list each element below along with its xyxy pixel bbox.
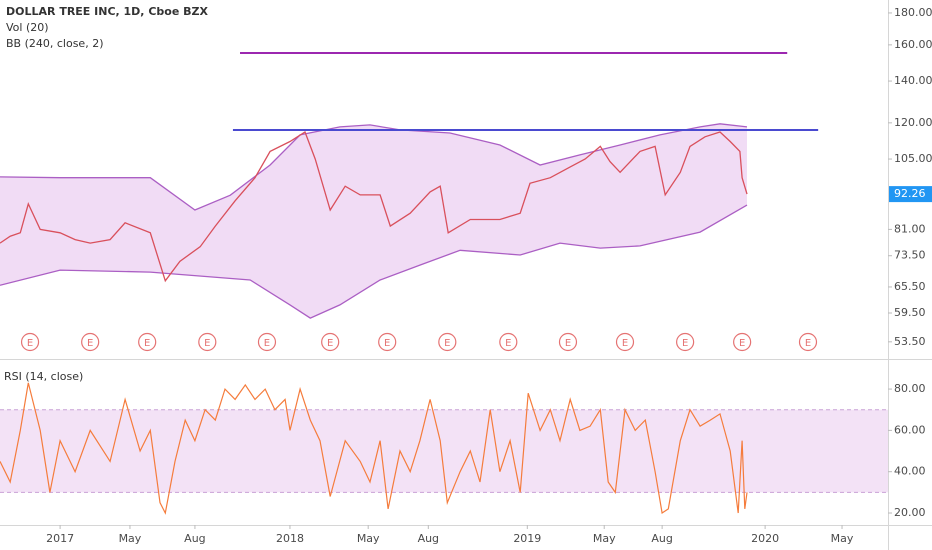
chart-title: DOLLAR TREE INC, 1D, Cboe BZX bbox=[6, 5, 208, 18]
indicator-label: BB (240, close, 2) bbox=[6, 37, 104, 50]
earnings-marker bbox=[798, 332, 818, 352]
x-tick-label: 2020 bbox=[751, 532, 779, 545]
y-tick-label: 20.00 bbox=[894, 506, 926, 519]
y-tick-label: 81.00 bbox=[894, 222, 926, 235]
y-tick-label: 120.00 bbox=[894, 116, 932, 129]
rsi-band bbox=[0, 409, 888, 493]
y-tick-label: 105.00 bbox=[894, 152, 932, 165]
earnings-marker bbox=[615, 332, 635, 352]
y-tick-label: 60.00 bbox=[894, 423, 926, 436]
y-tick-label: 65.50 bbox=[894, 280, 926, 293]
earnings-marker bbox=[676, 332, 695, 352]
earnings-label: E bbox=[144, 338, 150, 349]
earnings-label: E bbox=[264, 338, 270, 349]
band-fill bbox=[0, 123, 747, 319]
y-tick-label: 53.50 bbox=[894, 335, 926, 348]
y-tick-label: 80.00 bbox=[894, 382, 926, 395]
x-tick-label: May bbox=[593, 532, 616, 545]
earnings-label: E bbox=[565, 338, 571, 349]
earnings-marker bbox=[499, 332, 518, 352]
earnings-marker bbox=[558, 332, 578, 352]
x-tick-label: Aug bbox=[651, 532, 672, 545]
earnings-label: E bbox=[444, 338, 450, 349]
y-tick-label: 140.00 bbox=[894, 74, 932, 87]
y-tick-label: 180.00 bbox=[894, 6, 932, 19]
y-tick-label: 73.50 bbox=[894, 249, 926, 262]
earnings-label: E bbox=[27, 338, 33, 349]
earnings-marker bbox=[733, 332, 752, 352]
y-tick-label: 59.50 bbox=[894, 306, 926, 319]
last-price-tag bbox=[889, 186, 932, 203]
earnings-label: E bbox=[87, 338, 93, 349]
band-line bbox=[0, 204, 748, 319]
x-tick-label: May bbox=[119, 532, 142, 545]
x-tick-label: 2019 bbox=[513, 532, 541, 545]
earnings-marker bbox=[198, 332, 217, 352]
earnings-marker bbox=[257, 332, 277, 352]
price-line bbox=[0, 131, 748, 283]
y-tick-label: 160.00 bbox=[894, 38, 932, 51]
earnings-marker bbox=[81, 332, 100, 352]
x-tick-label: May bbox=[831, 532, 854, 545]
earnings-marker bbox=[20, 332, 40, 352]
panel-title: RSI (14, close) bbox=[4, 370, 83, 383]
x-tick-label: Aug bbox=[184, 532, 205, 545]
earnings-label: E bbox=[739, 338, 745, 349]
earnings-marker bbox=[378, 332, 397, 352]
indicator-label: Vol (20) bbox=[6, 21, 49, 34]
earnings-marker bbox=[438, 332, 457, 352]
earnings-label: E bbox=[327, 338, 333, 349]
earnings-label: E bbox=[384, 338, 390, 349]
x-tick-label: Aug bbox=[418, 532, 439, 545]
x-tick-label: 2017 bbox=[46, 532, 74, 545]
earnings-marker bbox=[138, 332, 157, 352]
earnings-label: E bbox=[622, 338, 628, 349]
earnings-label: E bbox=[805, 338, 811, 349]
earnings-label: E bbox=[682, 338, 688, 349]
earnings-label: E bbox=[204, 338, 210, 349]
earnings-label: E bbox=[505, 338, 511, 349]
earnings-marker bbox=[321, 332, 340, 352]
rsi-line bbox=[0, 382, 748, 515]
y-tick-label: 40.00 bbox=[894, 465, 926, 478]
x-tick-label: 2018 bbox=[276, 532, 304, 545]
x-tick-label: May bbox=[357, 532, 380, 545]
last-price-label: 92.26 bbox=[894, 187, 926, 200]
